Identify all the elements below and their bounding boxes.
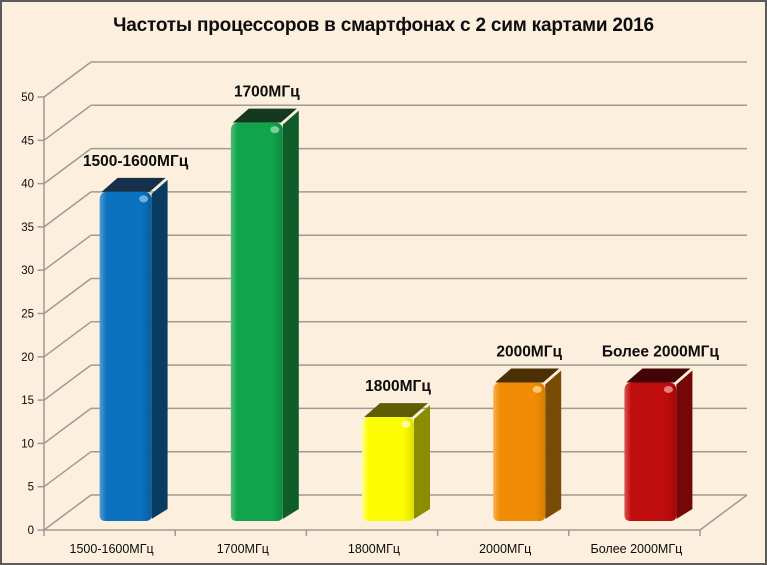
bar-front-face (493, 382, 546, 521)
bar-data-label: Более 2000МГц (602, 343, 720, 360)
bar-green (230, 108, 299, 521)
bar-top-face (232, 108, 297, 123)
gridline-diagonal (43, 61, 92, 98)
gridline-diagonal (43, 494, 92, 531)
gridline-diagonal (43, 407, 92, 445)
x-category-label: 1500-1600МГц (70, 542, 154, 556)
bar-data-label: 1700МГц (234, 84, 300, 101)
bar-blue (99, 177, 168, 522)
bar-side-face (151, 179, 168, 520)
x-category-label: 2000МГц (479, 542, 531, 556)
gridline-diagonal (43, 451, 92, 488)
bar-highlight (532, 385, 542, 393)
gridline-diagonal (43, 321, 92, 358)
bar-yellow (362, 403, 430, 521)
floor-right-edge (699, 494, 748, 531)
y-tick-label: 35 (21, 222, 34, 234)
bar-highlight (401, 420, 411, 428)
bar-side-face (282, 110, 299, 519)
bar-orange (493, 368, 562, 521)
y-tick-label: 45 (21, 135, 34, 147)
label-layer: 0 5 10 15 20 25 30 35 40 45 50 1500-1600МГц 1500-160… (21, 84, 719, 556)
bar-front-face (230, 122, 283, 521)
x-category-label: 1700МГц (217, 542, 269, 556)
gridline-diagonal (43, 277, 92, 315)
x-category-label: 1800МГц (348, 542, 400, 556)
bar-front-face (362, 417, 414, 521)
bar-highlight (139, 195, 149, 203)
chart-title: Частоты процессоров в смартфонах с 2 сим… (113, 15, 654, 36)
bar-highlight (270, 126, 280, 134)
gridline-diagonal (43, 104, 92, 141)
y-tick-label: 5 (28, 482, 34, 494)
bar-data-label: 1800МГц (365, 378, 431, 395)
bar-layer (99, 108, 693, 522)
y-tick-label: 10 (21, 438, 34, 450)
gridline-diagonal (43, 147, 92, 185)
bar-top-face (364, 403, 428, 418)
bar-top-face (626, 368, 691, 383)
bar-front-face (624, 382, 677, 521)
y-tick-label: 40 (21, 179, 34, 191)
bar-side-face (545, 370, 562, 519)
y-tick-label: 0 (28, 525, 34, 537)
y-tick-label: 30 (21, 265, 34, 277)
bar-side-face (414, 405, 430, 519)
gridline-diagonal (43, 191, 92, 228)
y-tick-label: 20 (21, 352, 34, 364)
x-category-label: Более 2000МГц (591, 542, 683, 556)
bar-highlight (663, 385, 673, 393)
bar-data-label: 2000МГц (496, 343, 562, 360)
bar-front-face (99, 191, 152, 522)
gridline-diagonal (43, 364, 92, 401)
bar-red (624, 368, 693, 521)
y-tick-label: 50 (21, 92, 34, 104)
bar-side-face (676, 370, 693, 519)
bar-top-face (101, 177, 166, 192)
bar-top-face (495, 368, 560, 383)
bar-data-label: 1500-1600МГц (83, 153, 189, 170)
y-tick-label: 15 (21, 395, 34, 407)
gridline-diagonal (43, 234, 92, 271)
y-tick-label: 25 (21, 309, 34, 321)
